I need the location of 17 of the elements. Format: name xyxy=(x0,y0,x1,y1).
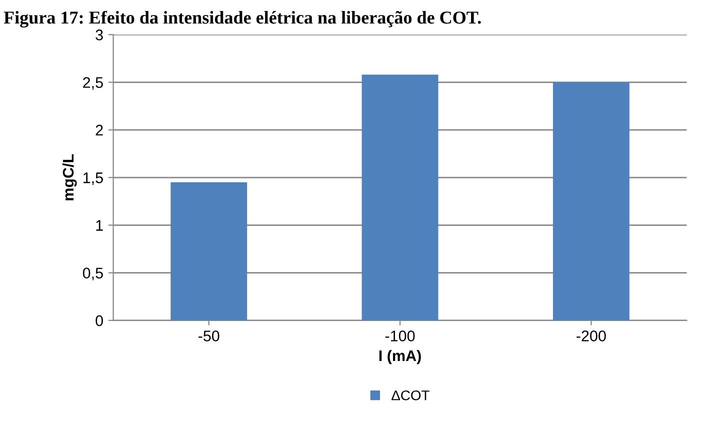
y-tick-label: 0 xyxy=(96,315,103,326)
y-tick-label: 1,5 xyxy=(83,172,103,186)
x-axis-title: I (mA) xyxy=(379,350,421,364)
y-tick-label: 0,5 xyxy=(82,268,103,280)
legend-label: ΔCOT xyxy=(392,390,430,400)
y-tick-label: 1 xyxy=(96,220,103,231)
x-tick-label: -50 xyxy=(198,330,220,342)
bar xyxy=(552,82,630,320)
x-tick-label: -100 xyxy=(385,330,415,342)
chart-title: Figura 17: Efeito da intensidade elétrica na liberação de COT. xyxy=(4,10,481,28)
x-tick-label: -200 xyxy=(576,330,606,342)
bar xyxy=(170,182,248,320)
y-axis-title: mgC/L xyxy=(62,154,77,200)
y-tick-label: 2,5 xyxy=(83,77,103,90)
y-tick-label: 3 xyxy=(96,30,103,40)
y-tick-label: 2 xyxy=(96,124,103,136)
bar xyxy=(362,74,438,320)
